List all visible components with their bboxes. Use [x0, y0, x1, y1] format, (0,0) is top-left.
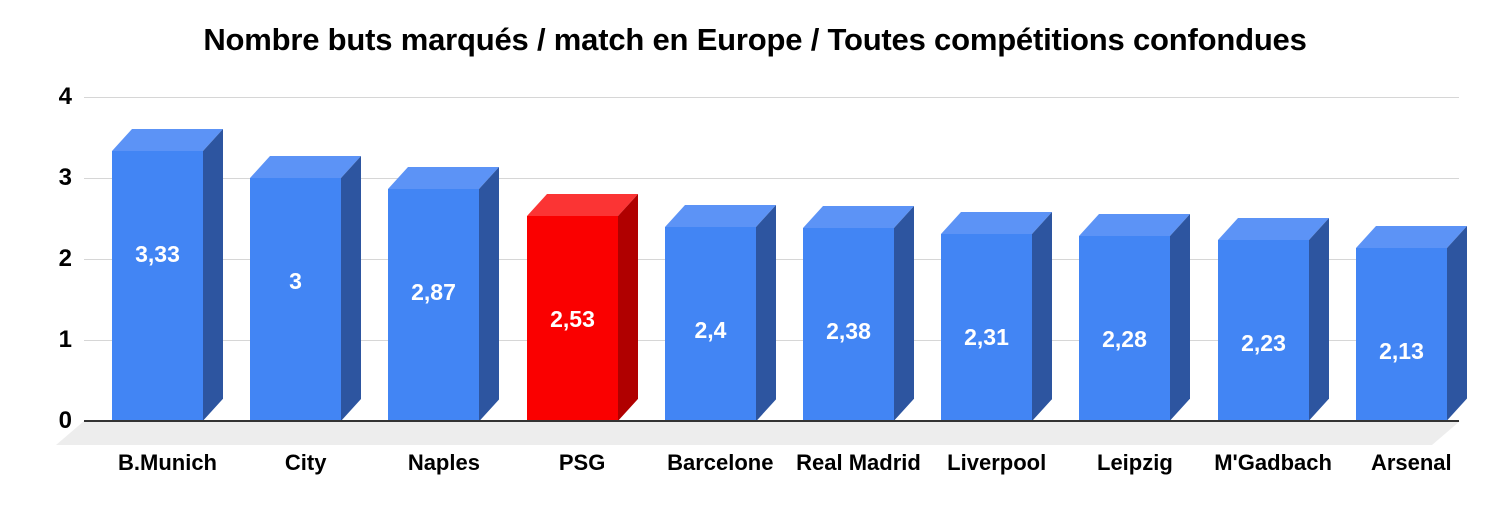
bar-front-face [941, 234, 1032, 422]
x-axis-label-m-gadbach: M'Gadbach [1214, 450, 1332, 475]
x-axis-label-liverpool: Liverpool [947, 450, 1047, 475]
bar-top-face [250, 156, 361, 178]
gridline-3 [84, 178, 1459, 179]
bar-side-face [203, 129, 223, 421]
y-axis: 0 1 2 3 4 [10, 0, 72, 512]
x-axis-label-city: City [284, 450, 327, 475]
y-axis-tick-0: 0 [58, 407, 72, 434]
bar-value-label: 2,38 [826, 318, 871, 344]
floor-plane [56, 421, 1460, 445]
bar-liverpool[interactable]: 2,31 [941, 212, 1052, 422]
x-axis-label-psg: PSG [558, 450, 606, 475]
x-axis-label-leipzig: Leipzig [1097, 450, 1173, 475]
x-axis-label-arsenal: Arsenal [1370, 450, 1452, 475]
bar-top-face [112, 129, 223, 151]
bar-front-face [527, 216, 618, 421]
gridline-4 [84, 97, 1459, 98]
bar-naples[interactable]: 2,87 [388, 167, 499, 422]
bar-front-face [1356, 248, 1447, 421]
bar-barcelone[interactable]: 2,4 [665, 205, 776, 422]
bar-arsenal[interactable]: 2,13 [1356, 226, 1467, 421]
bar-front-face [665, 227, 756, 422]
bar-value-label: 2,4 [694, 317, 727, 343]
bar-side-face [894, 206, 914, 421]
bar-city[interactable]: 3 [250, 156, 361, 421]
bar-top-face [1079, 214, 1190, 236]
bar-front-face [1079, 236, 1170, 421]
axis-baseline [84, 420, 1459, 422]
bar-side-face [756, 205, 776, 422]
bar-top-face [803, 206, 914, 228]
bar-value-label: 2,28 [1102, 326, 1147, 352]
bar-value-label: 2,23 [1241, 330, 1286, 356]
bar-top-face [388, 167, 499, 189]
x-axis-label-barcelone: Barcelone [667, 450, 774, 475]
bar-real-madrid[interactable]: 2,38 [803, 206, 914, 421]
bar-top-face [941, 212, 1052, 234]
bar-b-munich[interactable]: 3,33 [112, 129, 223, 421]
x-axis-label-b-munich: B.Munich [118, 450, 217, 475]
bar-leipzig[interactable]: 2,28 [1079, 214, 1190, 421]
bar-side-face [1447, 226, 1467, 421]
x-axis-label-naples: Naples [407, 450, 480, 475]
bar-top-face [527, 194, 638, 216]
bar-front-face [112, 151, 203, 421]
bar-side-face [341, 156, 361, 421]
bar-value-label: 3 [289, 268, 302, 294]
bar-value-label: 2,13 [1379, 338, 1424, 364]
y-axis-tick-3: 3 [58, 164, 72, 191]
bar-top-face [1356, 226, 1467, 248]
bar-value-label: 2,87 [411, 279, 456, 305]
bar-front-face [250, 178, 341, 421]
bar-side-face [1309, 218, 1329, 421]
bar-front-face [1218, 240, 1309, 421]
bar-side-face [618, 194, 638, 421]
y-axis-tick-2: 2 [58, 245, 72, 272]
bar-side-face [479, 167, 499, 422]
bar-top-face [665, 205, 776, 227]
bar-side-face [1170, 214, 1190, 421]
bar-value-label: 2,31 [964, 324, 1009, 350]
chart-title: Nombre buts marqués / match en Europe / … [203, 22, 1307, 57]
bar-value-label: 2,53 [550, 306, 595, 332]
bar-front-face [803, 228, 894, 421]
bar-top-face [1218, 218, 1329, 240]
bar-value-label: 3,33 [135, 241, 180, 267]
x-axis-label-real-madrid: Real Madrid [796, 450, 921, 475]
bar-m-gadbach[interactable]: 2,23 [1218, 218, 1329, 421]
bar-side-face [1032, 212, 1052, 422]
y-axis-tick-4: 4 [58, 83, 72, 110]
y-axis-tick-1: 1 [58, 326, 72, 353]
bar-front-face [388, 189, 479, 422]
bar-psg[interactable]: 2,53 [527, 194, 638, 421]
